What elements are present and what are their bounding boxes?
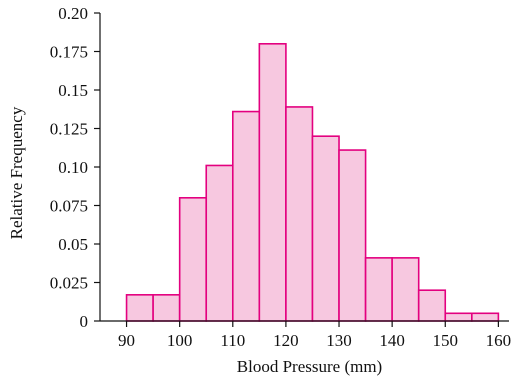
y-axis-title: Relative Frequency	[7, 106, 26, 239]
x-tick-label: 110	[220, 331, 245, 350]
x-tick-label: 140	[379, 331, 405, 350]
histogram-bar	[178, 197, 208, 322]
histogram-bar	[391, 257, 420, 322]
y-tick-label: 0.20	[58, 4, 88, 23]
y-tick-label: 0.05	[58, 235, 88, 254]
x-tick-label: 130	[326, 331, 352, 350]
histogram-bar	[444, 312, 473, 322]
histogram-bar	[471, 312, 500, 322]
histogram-bar	[152, 294, 181, 322]
histogram-bar	[311, 135, 340, 322]
histogram-bar	[285, 106, 314, 322]
y-tick-label: 0	[80, 312, 89, 331]
ticks-group: 0 0.025 0.05 0.075 0.10 0.125 0.15 0.175 0.20 90 1…	[50, 4, 511, 350]
x-tick-label: 120	[273, 331, 299, 350]
y-tick-label: 0.10	[58, 158, 88, 177]
x-tick-label: 160	[486, 331, 512, 350]
histogram-bar	[338, 149, 367, 322]
x-tick-label: 150	[433, 331, 459, 350]
histogram-bar	[205, 164, 234, 322]
y-tick-label: 0.025	[50, 274, 88, 293]
histogram-bar	[417, 289, 447, 322]
x-axis-title: Blood Pressure (mm)	[237, 357, 382, 376]
histogram-bar	[364, 257, 393, 322]
x-tick-label: 90	[118, 331, 135, 350]
bars-group	[125, 42, 500, 322]
y-tick-label: 0.075	[50, 197, 88, 216]
y-tick-label: 0.175	[50, 43, 88, 62]
histogram-bar	[258, 42, 287, 322]
histogram-bar	[125, 294, 154, 322]
y-tick-label: 0.15	[58, 81, 88, 100]
histogram-bar	[231, 110, 261, 322]
x-tick-label: 100	[167, 331, 193, 350]
y-tick-label: 0.125	[50, 120, 88, 139]
